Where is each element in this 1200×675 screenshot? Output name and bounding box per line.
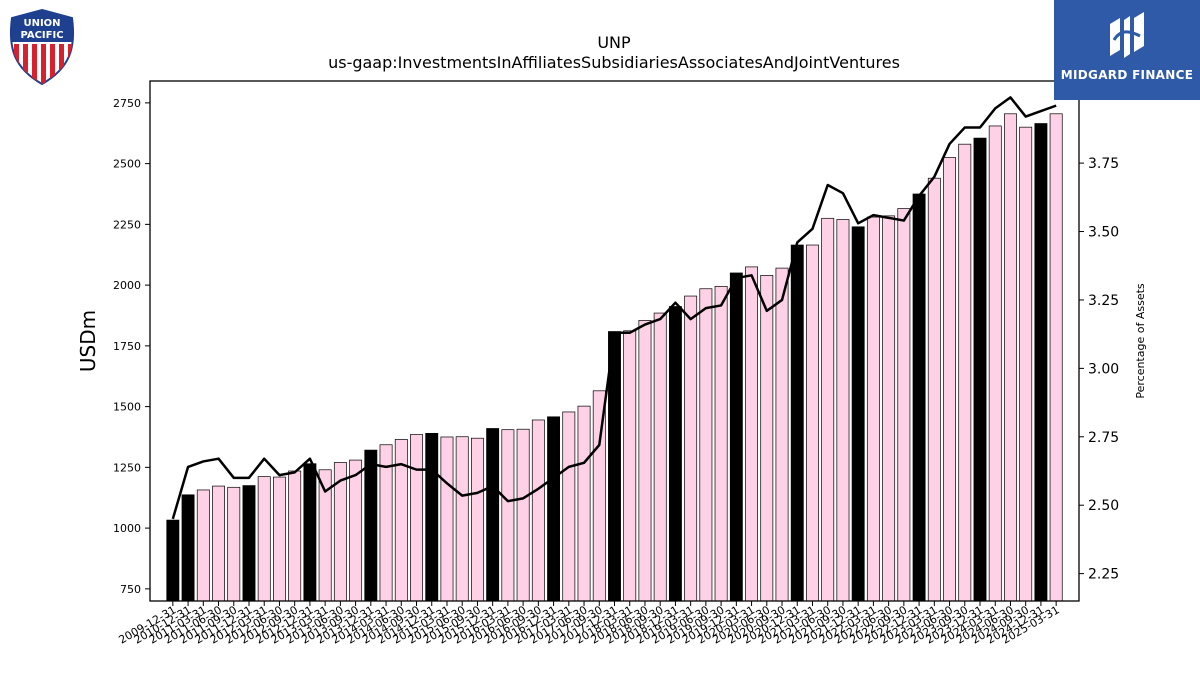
y-tick-label-2250: 2250 — [113, 218, 141, 231]
bar-2023-12-31 — [973, 137, 987, 602]
bar-2021-12-31 — [851, 226, 865, 602]
bar-2022-03-31 — [866, 216, 880, 602]
bar-2013-09-30 — [349, 459, 363, 602]
percentage-line — [171, 96, 1057, 520]
bar-2018-06-30 — [638, 320, 652, 602]
bar-2019-12-31 — [729, 272, 743, 602]
bar-2012-06-30 — [273, 476, 286, 602]
bar-2023-06-30 — [943, 157, 956, 602]
bar-2023-03-31 — [927, 177, 941, 602]
union-pacific-logo: UNION PACIFIC — [6, 8, 78, 86]
bar-2013-12-31 — [364, 449, 378, 602]
bar-2016-06-30 — [516, 428, 530, 602]
bar-2012-03-31 — [257, 476, 271, 602]
bar-2015-09-30 — [470, 437, 484, 602]
bar-2025-03-31 — [1049, 113, 1063, 602]
bar-2022-09-30 — [897, 208, 911, 602]
y-axis-label: USDm — [76, 310, 100, 372]
bar-2014-12-31 — [425, 432, 439, 602]
bar-2024-06-30 — [1004, 113, 1017, 602]
y-tick-label-1750: 1750 — [113, 340, 141, 353]
bar-2021-03-31 — [806, 244, 819, 602]
bar-2015-03-31 — [440, 436, 454, 602]
y2-tick-label-2.50: 2.50 — [1088, 498, 1119, 514]
y-tick-label-2000: 2000 — [113, 279, 141, 292]
y2-tick-label-2.75: 2.75 — [1088, 430, 1119, 446]
bar-2024-09-30 — [1019, 126, 1033, 602]
y-axis-right: 2.252.502.753.003.253.503.754.00 — [1079, 88, 1119, 583]
x-axis: 2009-12-312010-12-312011-03-312011-06-30… — [116, 601, 1062, 647]
y-axis-left: 750 1000 1250 1500 1750 2000 2250 2500 2750 — [113, 97, 150, 596]
y-tick-label-1000: 1000 — [113, 522, 141, 535]
bar-2016-12-31 — [547, 416, 561, 602]
midgard-finance-text: MIDGARD FINANCE — [1060, 68, 1194, 82]
bar-2016-03-31 — [501, 429, 515, 602]
bar-2024-03-31 — [988, 125, 1002, 602]
midgard-finance-logo-icon — [1110, 12, 1144, 58]
bar-2019-03-31 — [684, 295, 698, 602]
bar-series — [166, 113, 1063, 602]
bar-2011-03-31 — [196, 489, 210, 602]
bar-2017-06-30 — [577, 405, 591, 602]
bar-2009-12-31 — [166, 519, 180, 602]
bar-2016-09-30 — [531, 419, 545, 602]
union-pacific-logo-line2: PACIFIC — [20, 30, 63, 41]
bar-2018-09-30 — [653, 312, 667, 602]
bar-2017-03-31 — [562, 411, 576, 602]
y2-tick-label-3.00: 3.00 — [1088, 361, 1119, 377]
bar-2023-09-30 — [958, 143, 972, 602]
bar-2012-12-31 — [303, 463, 317, 602]
bar-2020-12-31 — [790, 244, 804, 602]
bar-2018-03-31 — [623, 330, 637, 602]
union-pacific-logo-line1: UNION — [23, 18, 60, 29]
bar-2019-09-30 — [714, 285, 728, 602]
y-tick-label-1500: 1500 — [113, 401, 141, 414]
y2-axis-label: Percentage of Assets — [1134, 283, 1147, 399]
bar-2021-09-30 — [836, 219, 850, 602]
bar-2018-12-31 — [668, 306, 682, 602]
bar-2014-03-31 — [379, 444, 393, 602]
bar-2021-06-30 — [821, 217, 835, 602]
bar-2011-06-30 — [212, 485, 225, 602]
bar-2012-09-30 — [288, 470, 302, 602]
bar-2024-12-31 — [1034, 123, 1048, 602]
chart-title: UNP — [597, 33, 631, 52]
union-pacific-shield-icon: UNION PACIFIC — [9, 8, 75, 86]
midgard-finance-logo: MIDGARD FINANCE — [1054, 0, 1200, 100]
chart-subtitle: us-gaap:InvestmentsInAffiliatesSubsidiar… — [328, 53, 900, 72]
bar-2010-12-31 — [181, 494, 195, 602]
bar-2020-09-30 — [775, 267, 789, 602]
y-tick-label-750: 750 — [120, 583, 141, 596]
bar-2011-09-30 — [227, 486, 241, 602]
bar-2014-09-30 — [410, 434, 423, 602]
y-tick-label-2750: 2750 — [113, 97, 141, 110]
bar-2022-12-31 — [912, 193, 926, 602]
y2-tick-label-3.50: 3.50 — [1088, 225, 1119, 241]
bar-2020-06-30 — [760, 275, 774, 602]
y2-tick-label-2.25: 2.25 — [1088, 567, 1119, 583]
bar-2015-12-31 — [486, 428, 500, 602]
bar-2011-12-31 — [242, 485, 256, 602]
bar-2020-03-31 — [745, 266, 758, 602]
bar-2015-06-30 — [455, 436, 469, 602]
y2-tick-label-3.25: 3.25 — [1088, 293, 1119, 309]
line-series — [171, 96, 1057, 520]
y-tick-label-2500: 2500 — [113, 158, 141, 171]
y-tick-label-1250: 1250 — [113, 461, 141, 474]
y2-tick-label-3.75: 3.75 — [1088, 156, 1119, 172]
bar-2019-06-30 — [699, 288, 713, 602]
bar-2022-06-30 — [882, 215, 896, 602]
